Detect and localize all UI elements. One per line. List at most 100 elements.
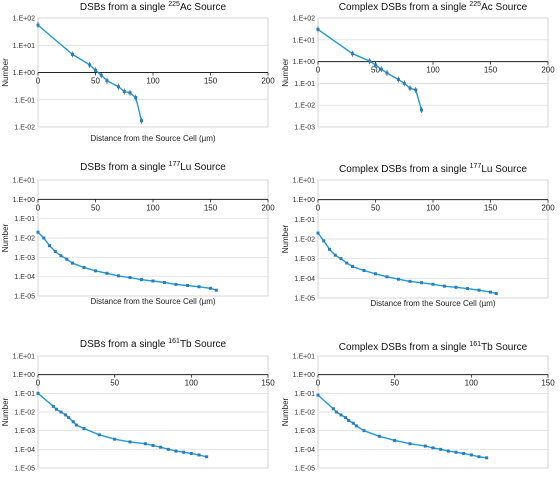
series-line [317, 28, 423, 111]
chart-title: Complex DSBs from a single 225Ac Source [339, 1, 528, 13]
data-point [462, 451, 466, 455]
title-superscript: 161 [168, 338, 180, 345]
chart-panel-3: 1.E-05 1.E-04 1.E-03 1.E-02 1.E-01 1.E+00 1.E+… [1, 161, 275, 306]
y-axis-label: Number [1, 58, 10, 87]
x-tick-label: 100 [426, 204, 440, 213]
chart-title: Complex DSBs from a single 161Tb Source [339, 341, 528, 353]
data-point [344, 416, 348, 420]
data-point [105, 79, 109, 83]
x-tick-label: 200 [261, 203, 275, 212]
y-tick-label: 1.E+00 [293, 197, 315, 204]
y-tick-label: 1.E-03 [14, 428, 35, 435]
y-tick-label: 1.E+00 [293, 59, 315, 66]
x-tick-label: 100 [426, 66, 440, 75]
y-tick-label: 1.E+00 [13, 70, 35, 77]
title-suffix: Lu Source [481, 164, 527, 175]
data-point [122, 90, 126, 94]
x-tick-label: 100 [146, 77, 160, 86]
data-point [431, 446, 435, 450]
chart-title: DSBs from a single 225Ac Source [80, 1, 227, 13]
data-point [377, 434, 381, 438]
x-axis-label: Distance from the Source Cell (µm) [90, 297, 215, 306]
x-axis-label: Distance from the Source Cell (µm) [370, 299, 495, 308]
y-tick-label: 1.E-03 [14, 255, 35, 262]
x-tick-label: 50 [91, 203, 100, 212]
data-point [385, 275, 389, 279]
title-suffix: Tb Source [180, 339, 227, 350]
data-point [331, 407, 335, 411]
y-tick-label: 1.E+01 [13, 354, 35, 361]
y-tick-label: 1.E-03 [294, 125, 315, 132]
data-point [334, 410, 338, 414]
y-tick-label: 1.E+02 [13, 16, 35, 23]
y-tick-label: 1.E-02 [294, 237, 315, 244]
data-point [48, 244, 51, 248]
y-tick-label: 1.E-02 [294, 410, 315, 417]
y-tick-label: 1.E-02 [14, 410, 35, 417]
data-point [408, 442, 412, 446]
y-tick-label: 1.E-02 [14, 236, 35, 243]
y-tick-label: 1.E-01 [14, 216, 35, 223]
title-superscript: 225 [469, 1, 481, 8]
data-point [393, 438, 397, 442]
y-tick-label: 1.E-05 [294, 296, 315, 303]
x-tick-label: 150 [261, 379, 275, 388]
y-tick-label: 1.E+01 [293, 178, 315, 185]
title-suffix: Ac Source [180, 2, 227, 13]
y-tick-label: 1.E-01 [14, 97, 35, 104]
y-axis-label: Number [1, 223, 10, 252]
data-point [53, 250, 57, 254]
y-tick-label: 1.E-01 [294, 217, 315, 224]
data-point [402, 81, 406, 85]
data-point [140, 119, 143, 123]
data-point [408, 86, 412, 90]
x-tick-label: 150 [204, 77, 218, 86]
chart-title: DSBs from a single 177Lu Source [80, 161, 226, 173]
x-tick-label: 200 [541, 66, 555, 75]
x-tick-label: 50 [91, 77, 100, 86]
data-point [477, 455, 481, 459]
data-point [166, 447, 170, 451]
chart-panel-4: 1.E-05 1.E-04 1.E-03 1.E-02 1.E-01 1.E+00 1.E+… [281, 163, 555, 308]
data-point [420, 108, 423, 112]
y-tick-label: 1.E-01 [294, 391, 315, 398]
data-point [59, 254, 63, 258]
y-tick-label: 1.E-05 [14, 466, 35, 473]
data-point [339, 413, 343, 417]
y-axis-label: Number [281, 397, 290, 426]
data-point [71, 420, 75, 424]
data-point [143, 442, 147, 446]
data-point [316, 231, 320, 235]
data-point [328, 247, 331, 251]
y-tick-label: 1.E-04 [14, 447, 35, 454]
y-tick-label: 1.E+01 [293, 37, 315, 44]
y-axis-label: Number [281, 58, 290, 87]
chart-title: Complex DSBs from a single 177Lu Source [339, 163, 527, 175]
data-point [351, 421, 355, 425]
title-prefix: DSBs from a single [80, 339, 168, 350]
y-tick-label: 1.E-04 [14, 274, 35, 281]
data-point [214, 288, 218, 292]
y-tick-label: 1.E+01 [13, 178, 35, 185]
data-point [420, 281, 423, 285]
data-point [99, 73, 103, 77]
data-point [67, 416, 71, 420]
data-point [385, 71, 389, 75]
title-prefix: Complex DSBs from a single [339, 342, 470, 353]
title-superscript: 177 [470, 163, 482, 170]
data-point [489, 290, 492, 294]
data-point [42, 236, 46, 240]
series-line [37, 231, 217, 291]
data-point [54, 407, 58, 411]
title-prefix: Complex DSBs from a single [339, 2, 470, 13]
data-point [362, 429, 366, 433]
y-tick-label: 1.E+00 [13, 372, 35, 379]
data-point [117, 274, 120, 278]
data-point [64, 413, 68, 417]
data-point [189, 451, 193, 455]
data-point [36, 230, 40, 234]
data-point [443, 284, 446, 288]
title-prefix: DSBs from a single [80, 2, 168, 13]
y-tick-label: 1.E-03 [294, 256, 315, 263]
data-point [174, 449, 178, 453]
